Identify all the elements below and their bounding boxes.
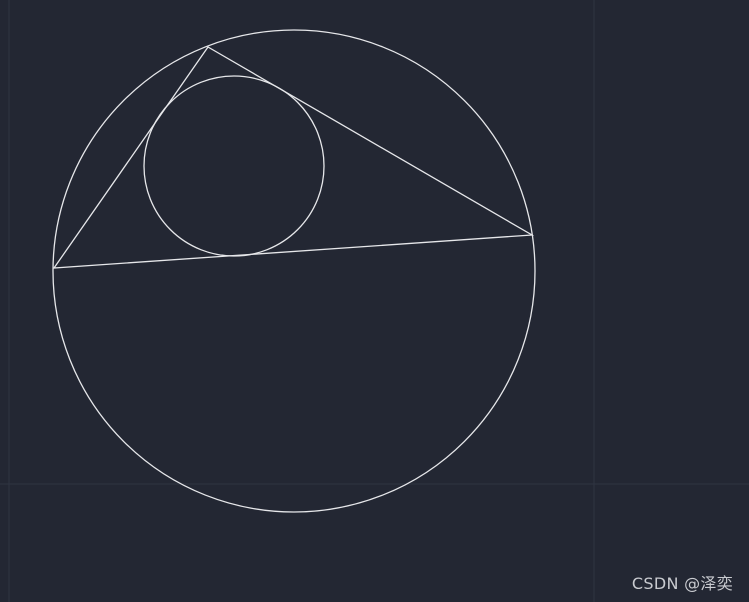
triangle (52, 46, 535, 269)
watermark-text: CSDN @泽奕 (631, 574, 733, 593)
incircle (143, 75, 325, 257)
circumcircle (52, 29, 536, 513)
